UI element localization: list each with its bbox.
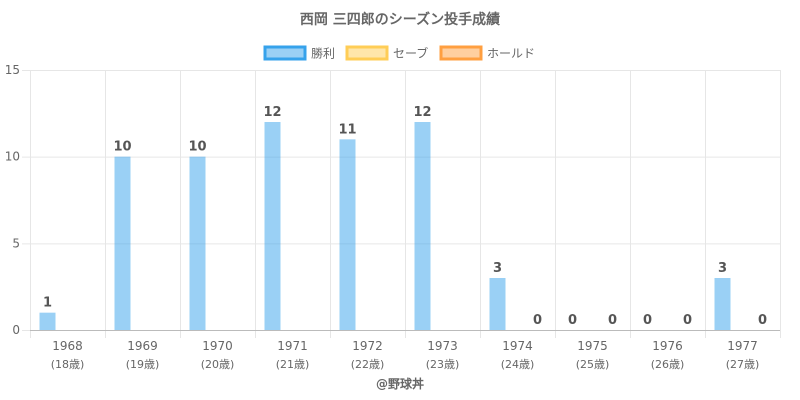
x-tick-sublabel: (26歳) [651, 358, 685, 371]
data-label: 12 [263, 105, 281, 120]
x-tick-sublabel: (22歳) [351, 358, 385, 371]
data-label: 10 [113, 140, 131, 155]
bar[interactable] [714, 278, 731, 330]
x-tick-label: 1975 [577, 339, 608, 353]
x-tick-sublabel: (24歳) [501, 358, 535, 371]
x-tick-label: 1976 [652, 339, 683, 353]
data-label: 0 [608, 313, 617, 328]
credit-text: @野球丼 [376, 376, 424, 391]
x-tick-sublabel: (19歳) [126, 358, 160, 371]
y-tick-label: 15 [5, 63, 20, 77]
x-tick-sublabel: (21歳) [276, 358, 310, 371]
x-tick-label: 1968 [52, 339, 83, 353]
x-tick-label: 1970 [202, 339, 233, 353]
x-tick-label: 1969 [127, 339, 158, 353]
bar[interactable] [414, 122, 431, 330]
legend-item-2[interactable]: ホールド [439, 45, 535, 61]
legend-label: セーブ [393, 46, 428, 61]
data-label: 0 [568, 313, 577, 328]
bar[interactable] [339, 139, 356, 330]
bar[interactable] [264, 122, 281, 330]
y-tick-label: 0 [12, 323, 20, 337]
chart-title: 西岡 三四郎のシーズン投手成績 [300, 11, 500, 28]
gridlines [22, 70, 781, 338]
x-tick-label: 1971 [277, 339, 308, 353]
data-label: 0 [533, 313, 542, 328]
x-tick-sublabel: (18歳) [51, 358, 85, 371]
x-tick-label: 1977 [727, 339, 758, 353]
data-labels: 1 10 10 12 11 12 3 0 0 3 0 0 0 0 [43, 105, 767, 328]
legend-item-1[interactable]: セーブ [345, 45, 428, 61]
bar[interactable] [489, 278, 506, 330]
x-tick-sublabel: (23歳) [426, 358, 460, 371]
data-label: 3 [718, 261, 727, 276]
x-tick-sublabel: (25歳) [576, 358, 610, 371]
data-label: 0 [758, 313, 767, 328]
axes: 0510151968(18歳)1969(19歳)1970(20歳)1971(21… [5, 63, 780, 371]
legend: 勝利 セーブ ホールド [263, 45, 535, 61]
x-tick-sublabel: (27歳) [726, 358, 760, 371]
data-label: 0 [643, 313, 652, 328]
bar[interactable] [39, 312, 56, 330]
legend-label: 勝利 [311, 46, 335, 61]
data-label: 12 [413, 105, 431, 120]
bar[interactable] [114, 156, 131, 330]
legend-swatch [263, 45, 307, 61]
data-label: 10 [188, 140, 206, 155]
bar[interactable] [189, 156, 206, 330]
legend-swatch [345, 45, 389, 61]
x-tick-label: 1973 [427, 339, 458, 353]
legend-swatch [439, 45, 483, 61]
data-label: 3 [493, 261, 502, 276]
legend-label: ホールド [487, 47, 535, 61]
y-tick-label: 5 [12, 236, 20, 250]
data-label: 11 [338, 122, 356, 137]
data-label: 0 [683, 313, 692, 328]
data-label: 1 [43, 296, 52, 311]
x-tick-sublabel: (20歳) [201, 358, 235, 371]
x-tick-label: 1972 [352, 339, 383, 353]
y-tick-label: 10 [5, 150, 20, 164]
x-tick-label: 1974 [502, 339, 533, 353]
bars [39, 122, 731, 330]
legend-item-0[interactable]: 勝利 [263, 45, 335, 61]
